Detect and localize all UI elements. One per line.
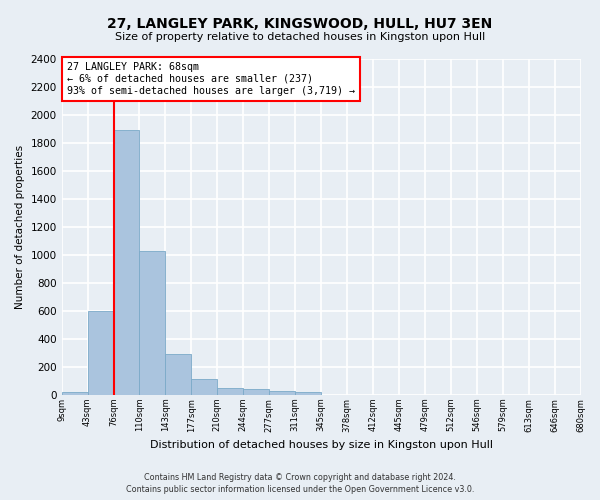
X-axis label: Distribution of detached houses by size in Kingston upon Hull: Distribution of detached houses by size …	[149, 440, 493, 450]
Bar	[295, 392, 321, 395]
Text: 27, LANGLEY PARK, KINGSWOOD, HULL, HU7 3EN: 27, LANGLEY PARK, KINGSWOOD, HULL, HU7 3…	[107, 18, 493, 32]
Bar	[243, 388, 269, 395]
Bar	[113, 130, 139, 395]
Text: Size of property relative to detached houses in Kingston upon Hull: Size of property relative to detached ho…	[115, 32, 485, 42]
Bar	[166, 354, 191, 395]
Text: Contains HM Land Registry data © Crown copyright and database right 2024.
Contai: Contains HM Land Registry data © Crown c…	[126, 472, 474, 494]
Bar	[62, 392, 88, 395]
Bar	[269, 390, 295, 395]
Bar	[191, 379, 217, 395]
Bar	[139, 250, 166, 395]
Bar	[88, 311, 113, 395]
Y-axis label: Number of detached properties: Number of detached properties	[15, 145, 25, 309]
Bar	[217, 388, 243, 395]
Text: 27 LANGLEY PARK: 68sqm
← 6% of detached houses are smaller (237)
93% of semi-det: 27 LANGLEY PARK: 68sqm ← 6% of detached …	[67, 62, 355, 96]
